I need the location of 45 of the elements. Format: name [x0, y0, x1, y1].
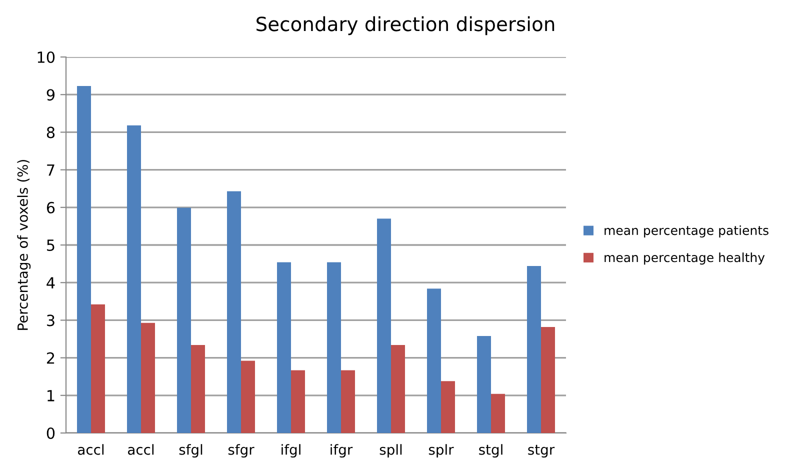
x-tick-label: stgr: [528, 444, 555, 458]
chart-title: Secondary direction dispersion: [256, 16, 554, 36]
y-tick-label: 2: [46, 352, 54, 364]
x-tick-label: ifgr: [330, 444, 353, 458]
y-axis-title: Percentage of voxels (%): [17, 160, 31, 330]
bar: [541, 326, 555, 433]
x-tick-label: ifgl: [282, 444, 300, 458]
y-tick-label: 8: [46, 126, 55, 138]
y-tick-label: 3: [47, 314, 54, 326]
bar: [177, 208, 191, 433]
bar: [341, 370, 355, 433]
y-tick-label: 7: [47, 164, 54, 176]
y-tick-label: 4: [46, 277, 55, 288]
bar: [377, 218, 391, 433]
bar: [277, 262, 291, 433]
x-tick-label: splr: [428, 444, 454, 458]
y-tick-label: 5: [47, 240, 54, 252]
bar: [241, 360, 255, 433]
bar: [291, 370, 305, 433]
bar: [141, 322, 155, 433]
bar: [191, 345, 205, 433]
y-tick-label: 6: [46, 202, 55, 214]
bar: [227, 191, 241, 433]
bar: [327, 262, 341, 433]
y-tick-label: 9: [46, 89, 55, 101]
bar: [77, 86, 91, 433]
legend-label: mean percentage healthy: [604, 252, 765, 265]
bar: [127, 125, 141, 433]
x-tick-label: sfgl: [179, 444, 202, 458]
x-tick-label: accl: [128, 444, 154, 455]
legend-label: mean percentage patients: [604, 225, 768, 238]
bar: [527, 266, 541, 433]
x-tick-label: accl: [78, 444, 104, 455]
bar: [91, 304, 105, 433]
y-tick-label: 1: [48, 390, 54, 402]
bar: [441, 381, 455, 433]
bar: [427, 288, 441, 433]
x-tick-label: stgl: [479, 444, 502, 458]
y-tick-label: 10: [38, 51, 55, 64]
x-tick-label: sfgr: [228, 444, 254, 458]
bar: [491, 394, 505, 433]
bar: [477, 336, 491, 433]
y-tick-label: 0: [46, 427, 55, 440]
bar: [391, 345, 405, 433]
x-tick-label: spll: [380, 444, 402, 458]
